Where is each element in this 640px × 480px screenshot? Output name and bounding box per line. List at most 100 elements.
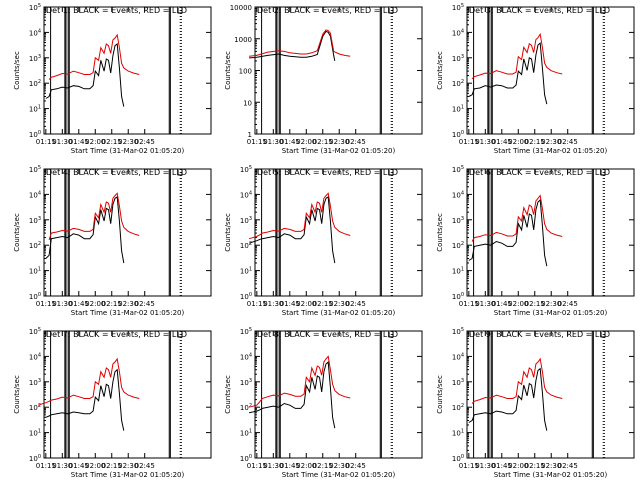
interval-bracket [177, 8, 183, 14]
plot-frame [254, 330, 423, 459]
x-tick-label: 01:15 [36, 138, 56, 146]
x-tick-label: 02:00 [85, 462, 105, 470]
x-tick-label: 01:15 [459, 138, 479, 146]
events-series-line [468, 198, 548, 267]
y-tick-label: 100 [29, 130, 41, 139]
x-tick-label: 01:30 [52, 300, 72, 308]
y-tick-label: 104 [452, 28, 464, 37]
x-tick-label: 02:45 [346, 138, 366, 146]
lld-series-line [37, 357, 140, 406]
y-tick-label: 102 [240, 403, 252, 412]
detector-panel-9: Det 9: BLACK = Events, RED = LLD 100 101 10… [436, 327, 635, 479]
y-tick-label: 101 [29, 105, 41, 114]
detector-panel-8: Det 8: BLACK = Events, RED = LLD 100 101 10… [224, 327, 423, 479]
x-tick-label: 02:30 [118, 300, 138, 308]
x-tick-label: 01:30 [475, 138, 495, 146]
y-tick-label: 100 [452, 292, 464, 301]
x-axis-label: Start Time (31-Mar-02 01:05:20) [494, 471, 608, 479]
events-series-line [468, 42, 548, 105]
y-axis-label: Counts/sec [224, 375, 232, 414]
plot-frame [43, 168, 212, 297]
x-axis-label: Start Time (31-Mar-02 01:05:20) [494, 147, 608, 155]
y-tick-label: 100 [240, 292, 252, 301]
detector-panel-6: Det 6: BLACK = Events, RED = LLD 100 101 10… [436, 165, 635, 317]
y-tick-label: 102 [240, 241, 252, 250]
x-tick-label: 01:45 [69, 300, 89, 308]
y-tick-label: 1000 [234, 36, 252, 44]
y-tick-label: 102 [29, 403, 41, 412]
x-tick-label: 02:00 [296, 300, 316, 308]
x-axis-label: Start Time (31-Mar-02 01:05:20) [71, 309, 185, 317]
x-tick-label: 01:45 [492, 462, 512, 470]
x-tick-label: 02:00 [508, 138, 528, 146]
y-tick-label: 101 [29, 267, 41, 276]
panel-title: Det 9: BLACK = Events, RED = LLD [469, 330, 610, 339]
y-axis-label: Counts/sec [224, 213, 232, 252]
y-tick-label: 103 [29, 216, 41, 225]
x-axis-label: Start Time (31-Mar-02 01:05:20) [282, 471, 396, 479]
x-tick-label: 01:15 [247, 138, 267, 146]
x-tick-label: 02:15 [525, 138, 545, 146]
y-tick-label: 103 [452, 216, 464, 225]
panel-title: Det 6: BLACK = Events, RED = LLD [469, 168, 610, 177]
y-tick-label: 105 [29, 165, 41, 174]
detector-panel-1: Det 1: BLACK = Events, RED = LLD 100 101 10… [13, 3, 212, 155]
panel-title: Det 1: BLACK = Events, RED = LLD [46, 6, 187, 15]
plot-frame [43, 330, 212, 459]
y-axis-label: Counts/sec [436, 51, 444, 90]
interval-bracket [388, 332, 394, 338]
y-axis-label: Counts/sec [436, 375, 444, 414]
x-tick-label: 02:45 [558, 300, 578, 308]
y-tick-label: 103 [452, 378, 464, 387]
x-tick-label: 02:15 [313, 462, 333, 470]
x-tick-label: 02:30 [329, 138, 349, 146]
y-tick-label: 102 [452, 403, 464, 412]
panel-title: Det 4: BLACK = Events, RED = LLD [46, 168, 187, 177]
x-tick-label: 02:45 [135, 300, 155, 308]
plot-frame [466, 168, 635, 297]
lld-series-line [248, 192, 351, 240]
y-tick-label: 100 [240, 454, 252, 463]
x-tick-label: 02:15 [525, 462, 545, 470]
x-tick-label: 02:15 [102, 300, 122, 308]
detector-panel-7: Det 7: BLACK = Events, RED = LLD 100 101 10… [13, 327, 212, 479]
events-series-line [45, 368, 125, 431]
x-tick-label: 02:00 [85, 300, 105, 308]
x-tick-label: 02:00 [508, 300, 528, 308]
x-tick-label: 02:15 [313, 300, 333, 308]
y-axis-label: Counts/sec [13, 213, 21, 252]
lld-series-line [48, 192, 140, 241]
y-tick-label: 103 [452, 54, 464, 63]
events-series-line [249, 30, 336, 61]
panel-title: Det 8: BLACK = Events, RED = LLD [257, 330, 398, 339]
y-tick-label: 105 [452, 3, 464, 12]
y-tick-label: 103 [240, 378, 252, 387]
x-tick-label: 02:00 [296, 462, 316, 470]
y-tick-label: 104 [452, 352, 464, 361]
y-tick-label: 10000 [230, 4, 252, 12]
y-tick-label: 101 [452, 105, 464, 114]
plot-frame [466, 6, 635, 135]
panel-title: Det 5: BLACK = Events, RED = LLD [257, 168, 398, 177]
y-tick-label: 105 [29, 327, 41, 336]
x-tick-label: 02:15 [525, 300, 545, 308]
y-tick-label: 100 [452, 130, 464, 139]
interval-bracket [177, 170, 183, 176]
y-tick-label: 105 [452, 327, 464, 336]
x-tick-label: 01:30 [52, 462, 72, 470]
y-tick-label: 103 [29, 54, 41, 63]
x-tick-label: 01:30 [52, 138, 72, 146]
x-tick-label: 02:45 [346, 300, 366, 308]
y-tick-label: 102 [452, 241, 464, 250]
y-tick-label: 104 [240, 190, 252, 199]
lld-series-line [471, 357, 563, 404]
x-tick-label: 02:45 [135, 462, 155, 470]
y-axis-label: Counts/sec [13, 375, 21, 414]
y-tick-label: 101 [29, 429, 41, 438]
x-tick-label: 01:45 [492, 138, 512, 146]
panel-title: Det 7: BLACK = Events, RED = LLD [46, 330, 187, 339]
y-axis-label: Counts/sec [13, 51, 21, 90]
x-tick-label: 02:00 [85, 138, 105, 146]
x-tick-label: 01:45 [280, 462, 300, 470]
